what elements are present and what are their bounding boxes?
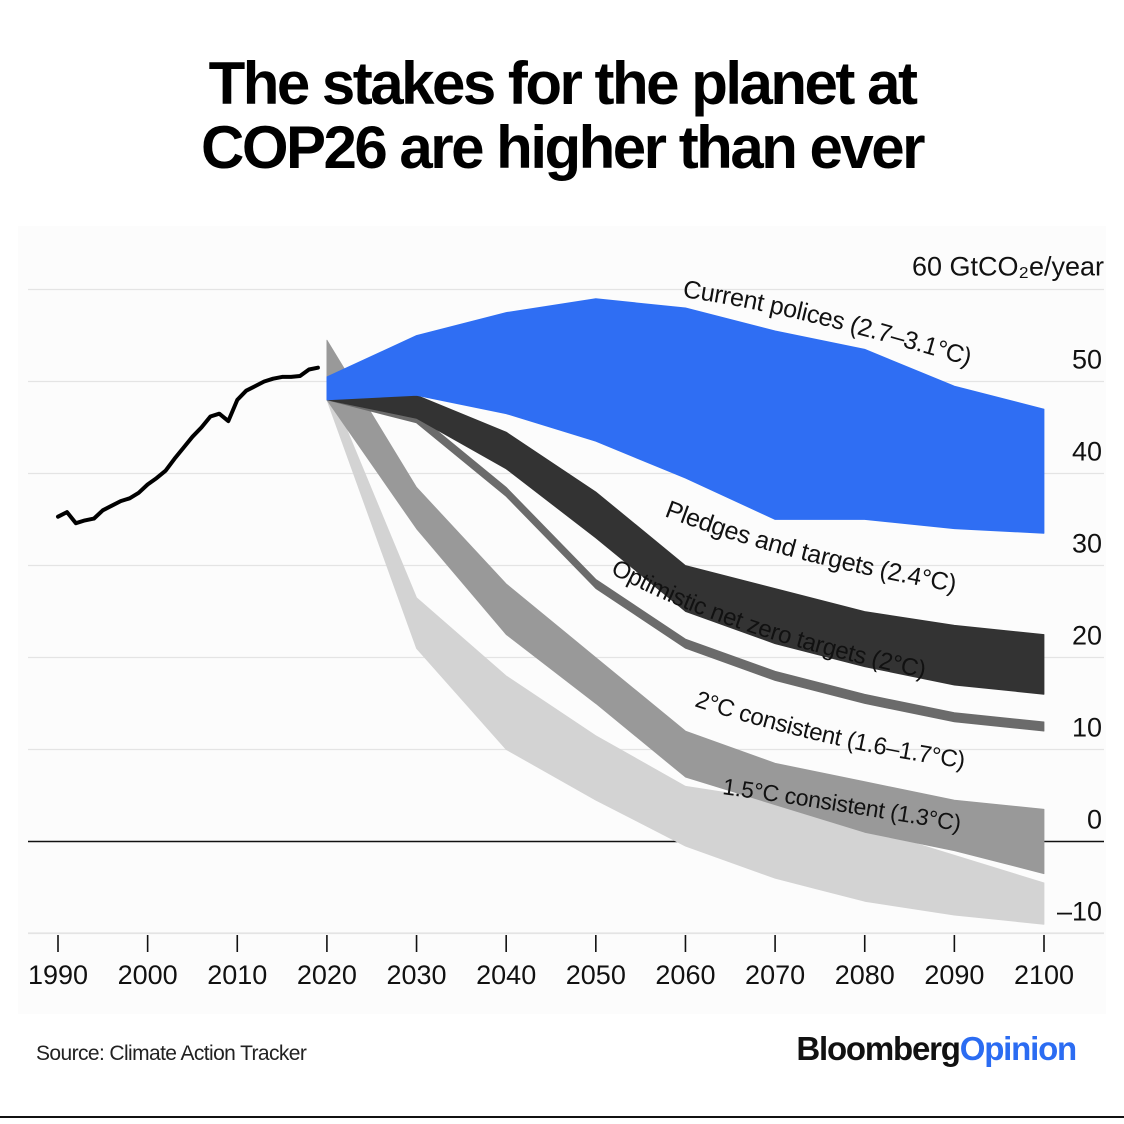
x-tick-label: 2050	[566, 960, 626, 990]
y-tick-label: –10	[1057, 897, 1102, 927]
band-pledges	[326, 394, 1045, 695]
y-tick-label: 50	[1072, 345, 1102, 375]
brand-logo-bloomberg: Bloomberg	[796, 1030, 961, 1067]
brand-logo: BloombergOpinion	[796, 1030, 1077, 1068]
source-note: Source: Climate Action Tracker	[36, 1042, 307, 1065]
y-tick-label: 40	[1072, 437, 1102, 467]
x-tick-label: 2070	[745, 960, 805, 990]
x-tick-label: 2080	[835, 960, 895, 990]
band-optimistic	[326, 394, 1045, 732]
x-tick-label: 2020	[297, 960, 357, 990]
y-tick-label: 0	[1087, 805, 1102, 835]
x-tick-label: 2000	[118, 960, 178, 990]
x-tick-label: 2060	[655, 960, 715, 990]
brand-logo-opinion: Opinion	[959, 1030, 1077, 1067]
y-tick-label: 10	[1072, 713, 1102, 743]
band-2c	[326, 339, 1045, 875]
y-tick-label: 20	[1072, 621, 1102, 651]
bottom-rule	[0, 1116, 1124, 1118]
chart-title-line-1: The stakes for the planet at	[208, 50, 918, 117]
x-tick-label: 2040	[476, 960, 536, 990]
chart-title-line-2: COP26 are higher than ever	[201, 114, 925, 181]
historical-emissions-line	[56, 365, 320, 526]
chart-title: The stakes for the planet at COP26 are h…	[0, 52, 1124, 180]
y-tick-label: 30	[1072, 529, 1102, 559]
x-tick-label: 1990	[28, 960, 88, 990]
y-tick-label: 60 GtCO₂e/year	[912, 252, 1104, 282]
x-tick-label: 2010	[207, 960, 267, 990]
x-tick-label: 2030	[387, 960, 447, 990]
x-tick-label: 2100	[1014, 960, 1074, 990]
x-tick-label: 2090	[924, 960, 984, 990]
band-15c	[326, 381, 1045, 925]
band-current	[326, 298, 1045, 534]
